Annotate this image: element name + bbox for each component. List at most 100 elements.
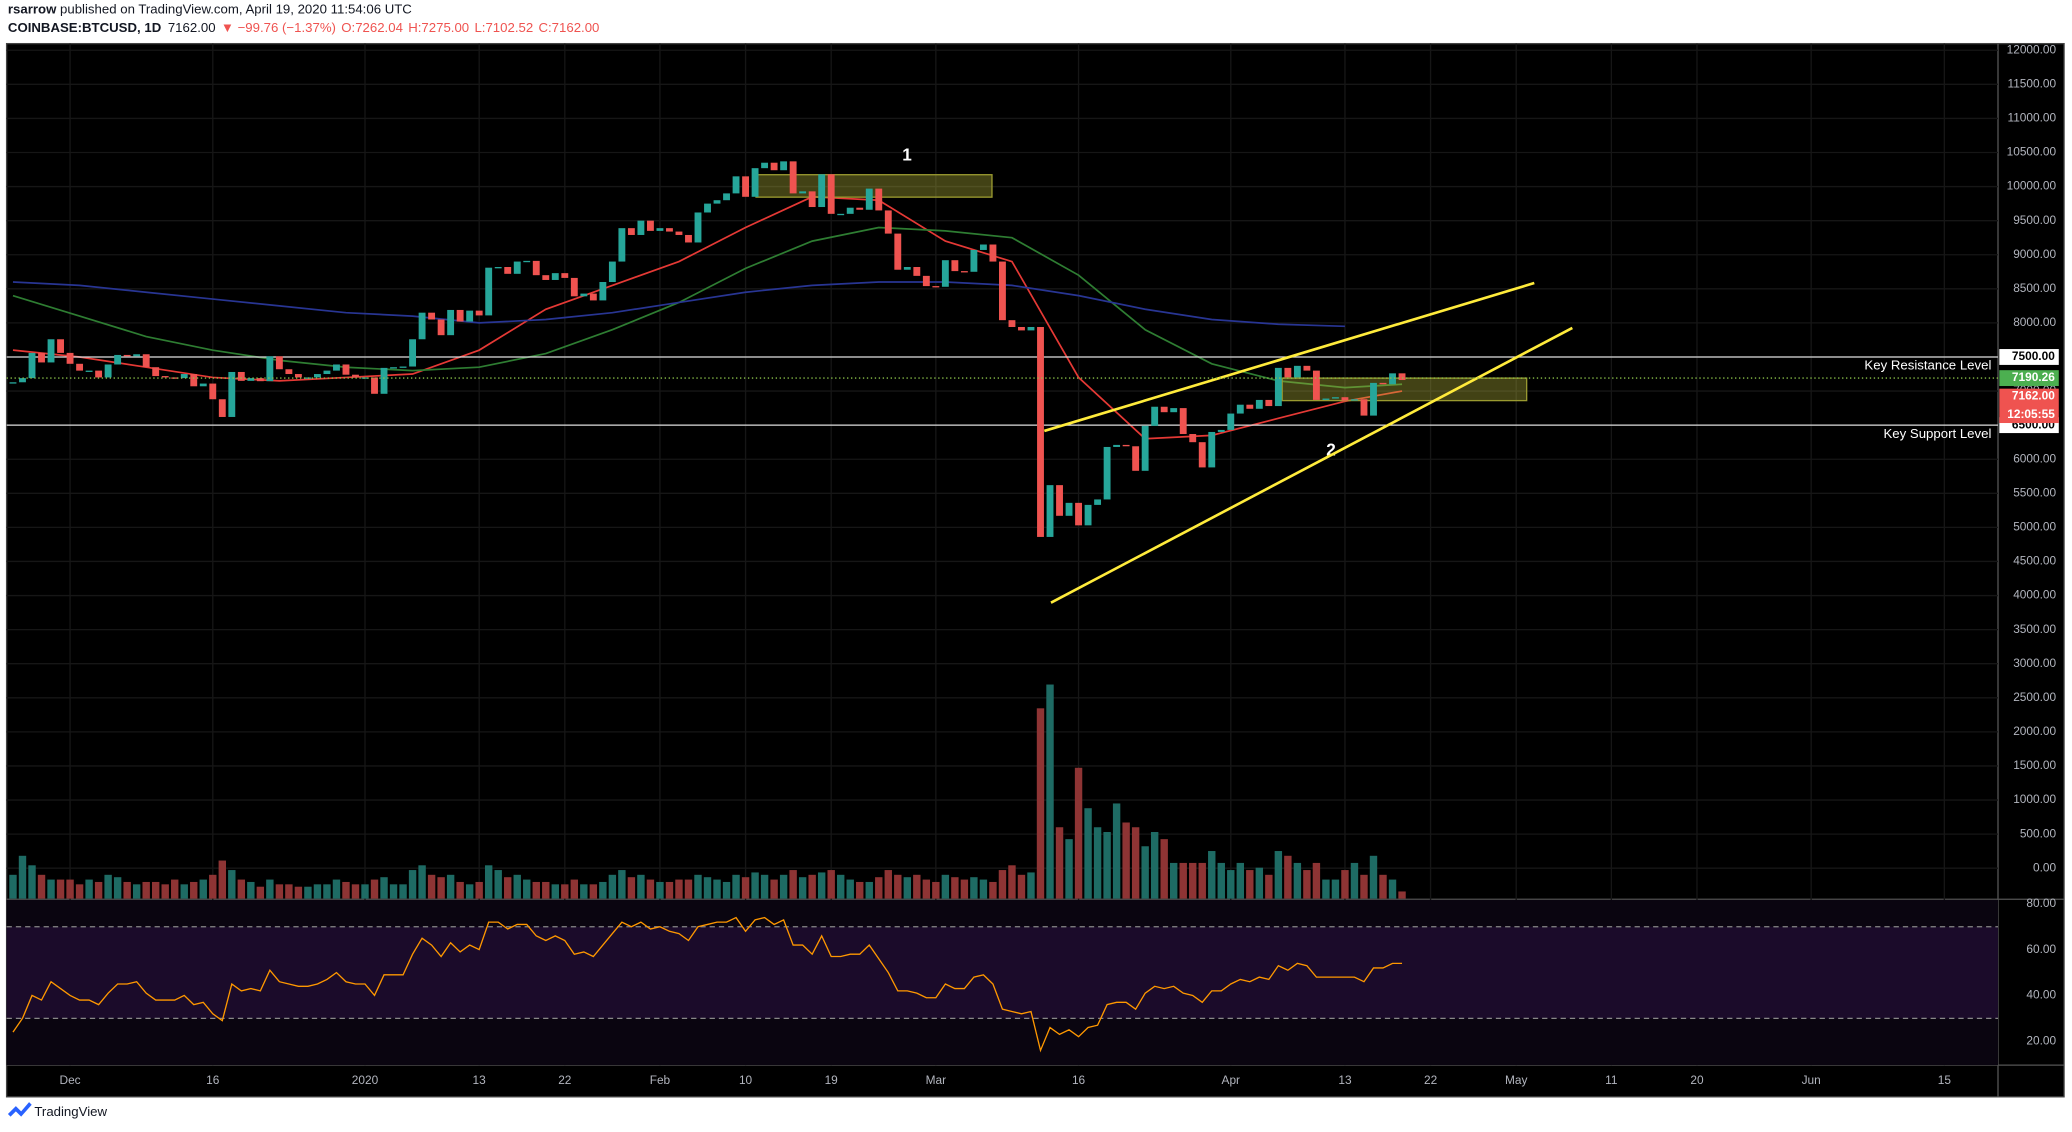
candle	[694, 212, 702, 243]
volume-bar	[361, 884, 369, 899]
candle	[1008, 320, 1016, 327]
volume-bar	[228, 870, 236, 899]
volume-bar	[760, 874, 769, 899]
candle	[666, 228, 673, 232]
candle	[608, 261, 616, 283]
volume-bar	[370, 879, 379, 899]
candle	[456, 309, 464, 322]
volume-bar	[808, 874, 816, 899]
rsi-tick-label: 80.00	[2026, 896, 2056, 910]
volume-bar	[941, 874, 950, 899]
level-tag	[1999, 349, 2059, 365]
volume-bar	[1179, 862, 1187, 899]
volume-bar	[875, 877, 883, 899]
volume-bar	[285, 884, 293, 899]
volume-bar	[1388, 879, 1397, 899]
candle	[513, 261, 521, 274]
volume-bar	[741, 877, 750, 899]
candle	[913, 267, 921, 276]
volume-bar	[713, 879, 721, 899]
volume-bar	[218, 860, 226, 899]
candle	[409, 339, 417, 367]
volume-bar	[523, 879, 531, 899]
y-tick-label: 8000.00	[2013, 315, 2056, 329]
candle	[1094, 499, 1102, 505]
candle	[580, 293, 588, 297]
candle	[142, 354, 150, 368]
volume-bar	[608, 874, 617, 899]
candle	[19, 378, 26, 383]
candle	[494, 267, 502, 269]
candle	[1255, 399, 1263, 409]
candle	[38, 352, 45, 363]
candle	[114, 354, 122, 365]
volume-bar	[1246, 870, 1254, 899]
volume-bar	[532, 881, 540, 899]
x-tick-label: 22	[1424, 1073, 1437, 1087]
volume-bar	[837, 874, 845, 899]
candle	[1075, 502, 1082, 526]
change: ▼ −99.76 (−1.37%)	[221, 21, 336, 36]
x-tick-label: 11	[1605, 1073, 1618, 1087]
volume-bar	[913, 874, 921, 899]
candle	[1312, 370, 1320, 400]
countdown: 12:05:55	[2007, 407, 2055, 421]
x-tick-label: 13	[473, 1073, 487, 1087]
level-name: Key Resistance Level	[1864, 358, 1991, 373]
candle	[371, 377, 378, 394]
candle	[1360, 399, 1368, 416]
candle	[1227, 413, 1235, 430]
symbol: COINBASE:BTCUSD, 1D	[8, 21, 161, 36]
volume-bar	[504, 877, 512, 899]
candle	[275, 356, 283, 370]
volume-bar	[437, 877, 445, 899]
candle	[1027, 326, 1035, 331]
volume-bar	[1217, 862, 1225, 899]
candle	[685, 234, 692, 243]
candle	[218, 399, 226, 417]
volume-bar	[1265, 874, 1273, 899]
rsi-line	[12, 916, 1403, 1053]
volume-bar	[1360, 874, 1368, 899]
volume-bar	[779, 874, 788, 899]
volume-bar	[1208, 851, 1216, 899]
volume-bar	[465, 884, 474, 899]
candle	[294, 374, 302, 378]
volume-bar	[418, 865, 426, 899]
x-tick-label: Apr	[1222, 1073, 1241, 1087]
volume-bar	[351, 884, 360, 899]
last: 7162.00	[168, 21, 216, 36]
candle	[171, 377, 179, 379]
volume-bar	[1379, 874, 1387, 899]
price-tag-text: 7190.26	[2012, 370, 2055, 384]
volume-bar	[66, 879, 74, 899]
candle	[333, 364, 340, 371]
volume-bar	[817, 872, 826, 899]
candle	[428, 312, 436, 320]
chart: Dec 16 2020 13 22 Feb 10 19 Mar 16 Apr 13 22 May 11 20 J…	[6, 42, 2059, 1087]
candle	[447, 309, 455, 336]
x-tick-label: 19	[825, 1073, 839, 1087]
volume-bar	[1398, 891, 1406, 899]
volume-bar	[789, 870, 797, 899]
volume-bar	[1236, 862, 1244, 899]
candle	[970, 249, 978, 272]
volume-bar	[1093, 827, 1102, 899]
volume-bar	[1074, 767, 1083, 899]
x-tick-label: 13	[1338, 1073, 1352, 1087]
candle	[627, 228, 635, 235]
candle	[85, 370, 93, 372]
x-tick-label: 2020	[352, 1073, 379, 1087]
volume-bar	[1369, 855, 1378, 899]
volume-bar	[427, 874, 436, 899]
volume-bar	[237, 879, 246, 899]
zone-label: 2	[1326, 439, 1336, 459]
candle	[209, 383, 217, 400]
rsi-tick-label: 40.00	[2026, 988, 2056, 1002]
candle	[380, 367, 388, 394]
logo-icon	[7, 1102, 32, 1117]
candle	[161, 376, 169, 378]
volume-bar	[960, 879, 969, 899]
candle	[95, 370, 103, 378]
